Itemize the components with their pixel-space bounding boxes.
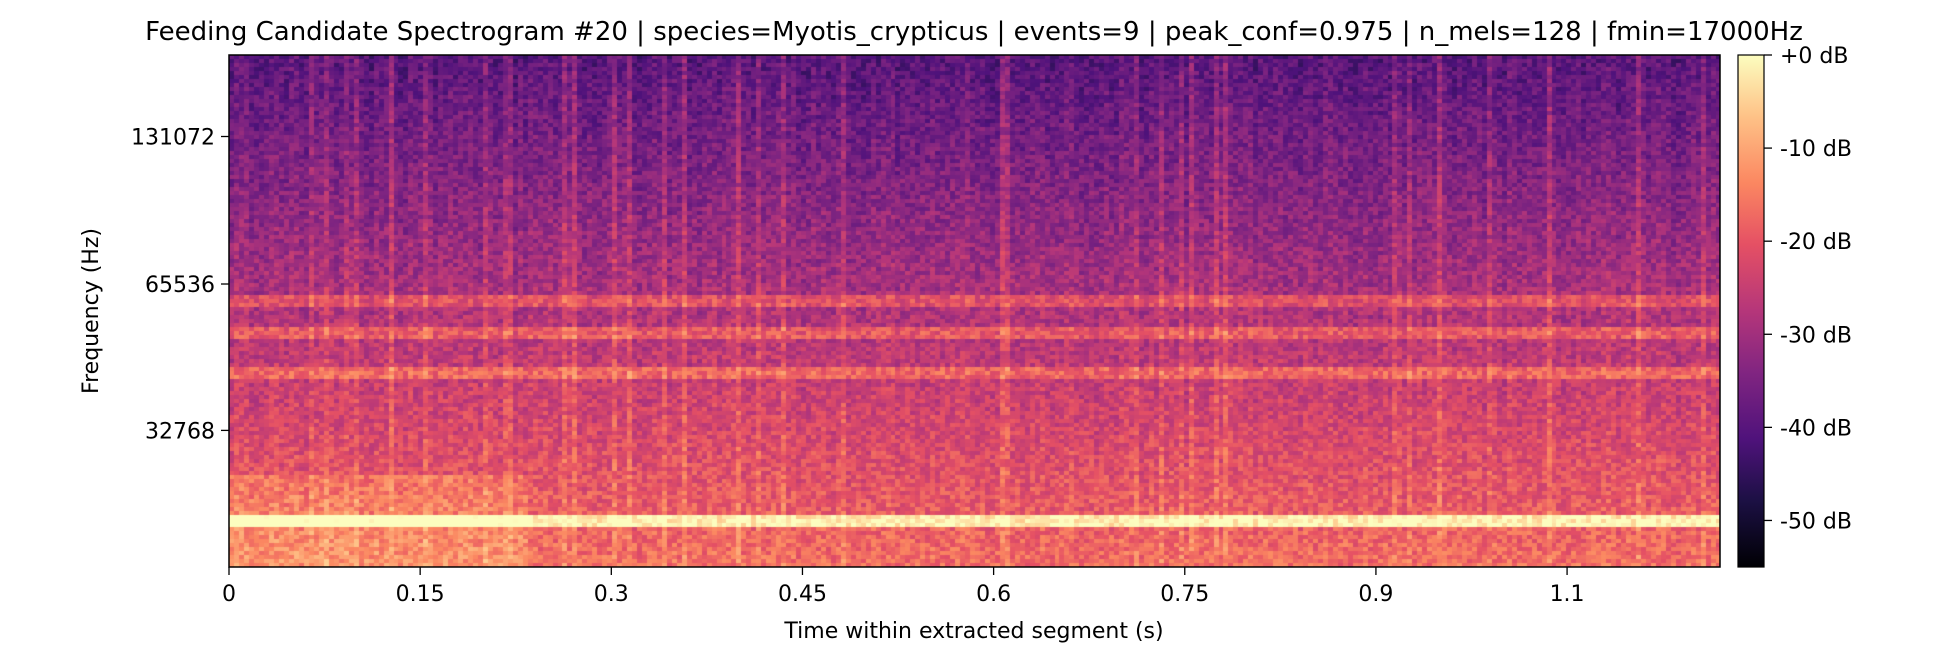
y-tick-label: 32768 <box>145 419 215 444</box>
x-tick-label: 0.9 <box>1358 582 1393 607</box>
y-tick-label: 65536 <box>145 273 215 298</box>
plot-frame <box>228 54 1721 568</box>
x-tick-label: 0.75 <box>1160 582 1209 607</box>
colorbar-axis: +0 dB -10 dB -20 dB -30 dB -40 dB -50 dB <box>1764 44 1852 534</box>
colorbar-tick-label: -20 dB <box>1780 230 1852 255</box>
x-tick-label: 1.1 <box>1550 582 1585 607</box>
colorbar-tick-label: -40 dB <box>1780 416 1852 441</box>
x-axis-label: Time within extracted segment (s) <box>783 619 1163 644</box>
x-tick-label: 0 <box>222 582 236 607</box>
spectrogram-heatmap <box>229 55 1720 567</box>
colorbar-tick-label: +0 dB <box>1780 44 1848 69</box>
x-tick-label: 0.3 <box>594 582 629 607</box>
x-tick-label: 0.6 <box>976 582 1011 607</box>
colorbar-tick-label: -50 dB <box>1780 509 1852 534</box>
x-tick-label: 0.45 <box>778 582 827 607</box>
chart-title: Feeding Candidate Spectrogram #20 | spec… <box>145 17 1803 47</box>
colorbar-tick-label: -30 dB <box>1780 323 1852 348</box>
y-tick-label: 131072 <box>131 126 215 151</box>
colorbar-tick-label: -10 dB <box>1780 137 1852 162</box>
y-axis: 32768 65536 131072 <box>131 126 229 444</box>
x-tick-label: 0.15 <box>396 582 445 607</box>
y-axis-label: Frequency (Hz) <box>79 228 104 394</box>
spectrogram-plot-area <box>229 55 1720 567</box>
x-axis: 0 0.15 0.3 0.45 0.6 0.75 0.9 1.1 <box>222 567 1585 607</box>
colorbar <box>1737 54 1765 568</box>
